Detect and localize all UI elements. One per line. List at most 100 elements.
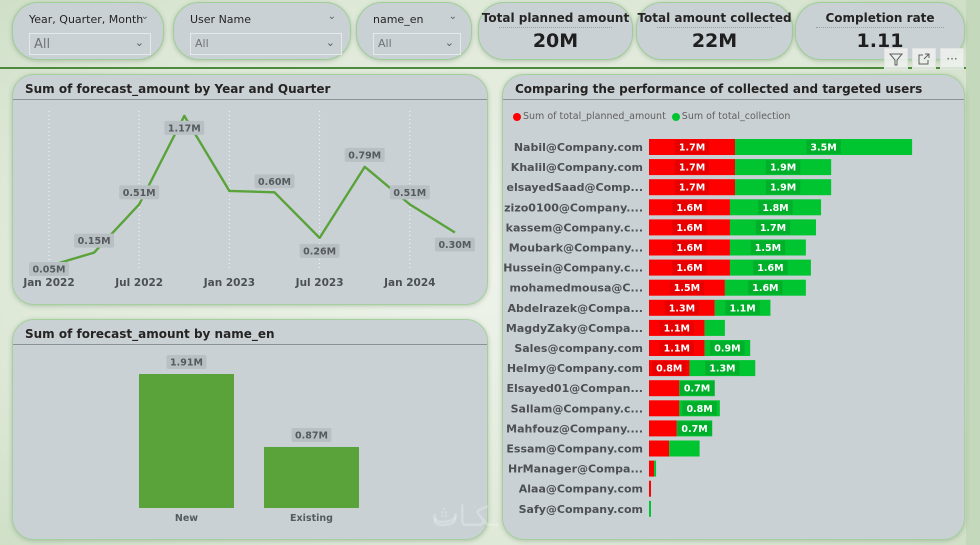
segment-label-bg — [674, 180, 710, 195]
collected-bar-segment[interactable] — [704, 319, 725, 336]
segment-data-label: 1.7M — [679, 143, 705, 154]
legend-item-collected[interactable]: Sum of total_collection — [671, 111, 791, 122]
slicer-dropdown[interactable]: All ⌄ — [190, 33, 342, 55]
data-point[interactable] — [408, 202, 412, 206]
chevron-down-icon[interactable]: ⌄ — [140, 11, 149, 22]
slicer-dropdown[interactable]: All ⌄ — [373, 33, 461, 55]
slicer-value: All — [34, 37, 51, 52]
legend-item-planned[interactable]: Sum of total_planned_amount — [513, 111, 666, 122]
data-point[interactable] — [182, 114, 186, 118]
bar-data-label: 0.87M — [295, 430, 328, 441]
slicer-title: name_en — [373, 13, 424, 26]
data-point[interactable] — [363, 165, 367, 169]
collected-bar-segment[interactable] — [649, 500, 651, 517]
segment-data-label: 1.9M — [770, 183, 796, 194]
segment-label-bg — [748, 280, 783, 295]
slicer-year-quarter-month[interactable]: Year, Quarter, Month ⌄ All ⌄ — [12, 2, 164, 60]
segment-label-bg — [672, 260, 707, 275]
segment-data-label: 1.1M — [664, 323, 690, 334]
legend-label: Sum of total_collection — [681, 111, 791, 122]
segment-data-label: 1.6M — [676, 263, 702, 274]
user-label: Abdelrazek@Compa... — [508, 302, 643, 315]
data-point[interactable] — [227, 189, 231, 193]
filter-icon[interactable] — [884, 48, 908, 70]
user-label: HrManager@Compa... — [508, 463, 643, 476]
segment-data-label: 3.5M — [810, 143, 836, 154]
segment-data-label: 1.7M — [760, 223, 786, 234]
series-line — [48, 114, 456, 268]
card-title: Total amount collected — [637, 11, 792, 25]
card-value: 20M — [532, 30, 579, 52]
focus-mode-icon[interactable] — [912, 48, 936, 70]
segment-label-bg — [758, 200, 793, 215]
segment-label-bg — [652, 361, 687, 376]
planned-bar-segment[interactable] — [649, 380, 680, 397]
card-total-amount-collected: Total amount collected 22M — [636, 2, 793, 60]
user-label: Alaa@Company.com — [519, 483, 643, 496]
planned-bar-segment[interactable] — [649, 420, 677, 437]
segment-label-bg — [677, 421, 712, 436]
data-label: 0.79M — [348, 150, 381, 161]
data-label-bg — [29, 262, 69, 276]
data-point[interactable] — [137, 202, 141, 206]
segment-data-label: 1.6M — [676, 203, 702, 214]
user-label: elsayedSaad@Comp... — [506, 181, 643, 194]
stacked-bar-chart: Nabil@Company.com 1.7M 3.5M Khalil@Company.… — [503, 139, 913, 517]
chevron-down-icon[interactable]: ⌄ — [327, 11, 336, 22]
bar-chart: 1.91M New 0.87M Existing — [139, 355, 359, 524]
card-divider — [657, 27, 772, 28]
user-label: Helmy@Company.com — [507, 362, 643, 375]
segment-label-bg — [705, 361, 740, 376]
bar-data-label-bg — [166, 355, 207, 369]
slicer-name-en[interactable]: name_en ⌄ All ⌄ — [356, 2, 472, 60]
card-value: 22M — [691, 30, 738, 52]
bar-existing[interactable] — [264, 446, 359, 508]
segment-label-bg — [765, 180, 801, 195]
card-completion-rate: Completion rate 1.11 — [795, 2, 965, 60]
more-options-glyph: ··· — [946, 52, 958, 66]
segment-label-bg — [755, 220, 791, 235]
segment-label-bg — [659, 320, 695, 335]
user-label: MagdyZaky@Compa... — [506, 322, 643, 335]
planned-bar-segment[interactable] — [649, 460, 655, 477]
chevron-down-icon[interactable]: ⌄ — [448, 11, 457, 22]
collected-bar-segment[interactable] — [654, 460, 657, 477]
segment-label-bg — [710, 341, 745, 355]
x-tick-label: Jul 2022 — [114, 277, 163, 289]
collected-bar-segment[interactable] — [669, 440, 700, 457]
more-options-icon[interactable]: ··· — [940, 48, 964, 70]
planned-bar-segment[interactable] — [649, 480, 651, 497]
x-tick-label: Jul 2023 — [295, 277, 344, 289]
segment-data-label: 1.6M — [757, 263, 783, 274]
card-total-planned-amount: Total planned amount 20M — [478, 2, 633, 60]
data-label: 0.30M — [438, 240, 471, 251]
user-label: Essam@Company.com — [506, 443, 643, 456]
slicer-user-name[interactable]: User Name ⌄ All ⌄ — [173, 2, 351, 60]
bar-new[interactable] — [139, 374, 234, 508]
data-point[interactable] — [318, 236, 322, 240]
segment-label-bg — [682, 401, 717, 416]
data-label: 0.51M — [393, 188, 426, 199]
data-point[interactable] — [453, 231, 457, 235]
planned-bar-segment[interactable] — [649, 440, 670, 457]
segment-data-label: 0.8M — [686, 404, 712, 415]
bar-chart-title: Sum of forecast_amount by name_en — [25, 327, 275, 341]
planned-bar-segment[interactable] — [649, 400, 680, 417]
data-point[interactable] — [92, 251, 96, 255]
user-label: Sales@company.com — [514, 342, 643, 355]
user-label: Safy@Company.com — [519, 503, 643, 516]
line-chart: Jan 2022 Jul 2022 Jan 2023 Jul 2023 Jan 2024… — [22, 111, 475, 289]
performance-chart-title: Comparing the performance of collected a… — [515, 82, 923, 96]
user-label: Hussein@Company.c... — [503, 262, 643, 275]
line-chart-title: Sum of forecast_amount by Year and Quart… — [25, 82, 331, 96]
header-divider — [0, 67, 966, 69]
visual-header-toolbar: ··· — [884, 48, 968, 72]
data-point[interactable] — [273, 190, 277, 194]
card-divider — [499, 27, 612, 28]
performance-chart-panel: Comparing the performance of collected a… — [502, 74, 965, 540]
user-label: zizo0100@Company.... — [504, 201, 643, 214]
data-label-bg — [299, 243, 340, 258]
data-label-bg — [74, 233, 115, 248]
data-label-bg — [434, 237, 475, 252]
slicer-dropdown[interactable]: All ⌄ — [29, 33, 151, 55]
